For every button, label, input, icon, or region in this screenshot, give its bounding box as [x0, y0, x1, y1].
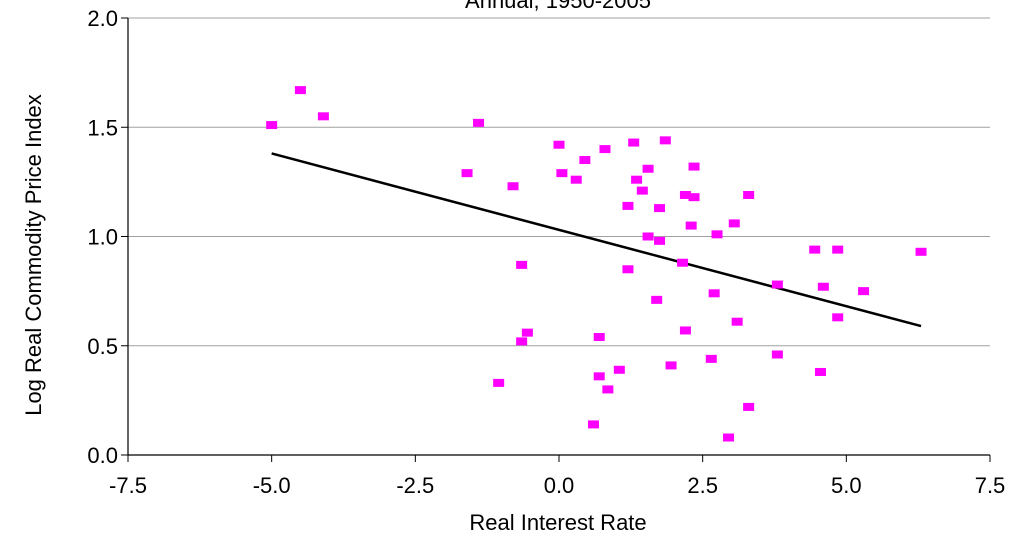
y-tick-label: 1.5	[87, 115, 118, 140]
data-points	[266, 86, 927, 442]
data-point	[858, 287, 870, 296]
data-point	[723, 433, 735, 442]
data-point	[705, 354, 717, 363]
x-axis-title: Real Interest Rate	[469, 510, 646, 535]
data-point	[728, 219, 740, 228]
x-tick-label: 5.0	[831, 473, 862, 498]
data-point	[642, 232, 654, 241]
data-point	[743, 402, 755, 411]
data-point	[814, 367, 826, 376]
data-point	[677, 258, 689, 267]
data-point	[579, 156, 591, 165]
data-point	[516, 337, 528, 346]
axes	[121, 17, 991, 462]
data-point	[622, 201, 634, 210]
data-point	[294, 86, 306, 95]
data-point	[593, 333, 605, 342]
data-point	[809, 245, 821, 254]
data-point	[832, 313, 844, 322]
grid-lines	[128, 17, 990, 347]
y-tick-label: 0.5	[87, 334, 118, 359]
data-point	[636, 186, 648, 195]
trendline-group	[271, 152, 922, 328]
data-point	[556, 169, 568, 178]
x-tick-label: 2.5	[687, 473, 718, 498]
data-point	[631, 175, 643, 184]
data-point	[521, 328, 533, 337]
data-point	[915, 247, 927, 256]
data-point	[473, 118, 485, 127]
data-point	[743, 190, 755, 199]
data-point	[688, 193, 700, 202]
x-tick-label: 0.0	[544, 473, 575, 498]
y-tick-labels: 0.0 0.5 1.0 1.5 2.0	[87, 6, 118, 468]
y-tick-label: 1.0	[87, 225, 118, 250]
y-tick-label: 0.0	[87, 443, 118, 468]
data-point	[832, 245, 844, 254]
data-point	[507, 182, 519, 191]
data-point	[651, 295, 663, 304]
data-point	[771, 350, 783, 359]
data-point	[553, 140, 565, 149]
data-point	[654, 236, 666, 245]
data-point	[688, 162, 700, 171]
data-point	[613, 365, 625, 374]
data-point	[622, 265, 634, 274]
data-point	[516, 260, 528, 269]
data-point	[711, 230, 723, 239]
data-point	[628, 138, 640, 147]
data-point	[570, 175, 582, 184]
x-tick-label: 7.5	[975, 473, 1006, 498]
y-axis-title: Log Real Commodity Price Index	[21, 94, 46, 416]
data-point	[731, 317, 743, 326]
x-tick-labels: -7.5 -5.0 -2.5 0.0 2.5 5.0 7.5	[109, 473, 1005, 498]
data-point	[654, 204, 666, 213]
data-point	[593, 372, 605, 381]
data-point	[317, 112, 329, 121]
data-point	[708, 289, 720, 298]
x-tick-label: -2.5	[396, 473, 434, 498]
data-point	[587, 420, 599, 429]
data-point	[602, 385, 614, 394]
data-point	[771, 280, 783, 289]
data-point	[659, 136, 671, 145]
data-point	[817, 282, 829, 291]
data-point	[642, 164, 654, 173]
chart-title: Annual, 1950-2005	[465, 0, 651, 13]
x-tick-label: -5.0	[253, 473, 291, 498]
x-tick-label: -7.5	[109, 473, 147, 498]
data-point	[679, 190, 691, 199]
y-tick-label: 2.0	[87, 6, 118, 31]
data-point	[685, 221, 697, 230]
data-point	[461, 169, 473, 178]
data-point	[599, 145, 611, 154]
data-point	[493, 378, 505, 387]
data-point	[679, 326, 691, 335]
data-point	[665, 361, 677, 370]
data-point	[266, 121, 278, 130]
trendline	[271, 152, 922, 328]
